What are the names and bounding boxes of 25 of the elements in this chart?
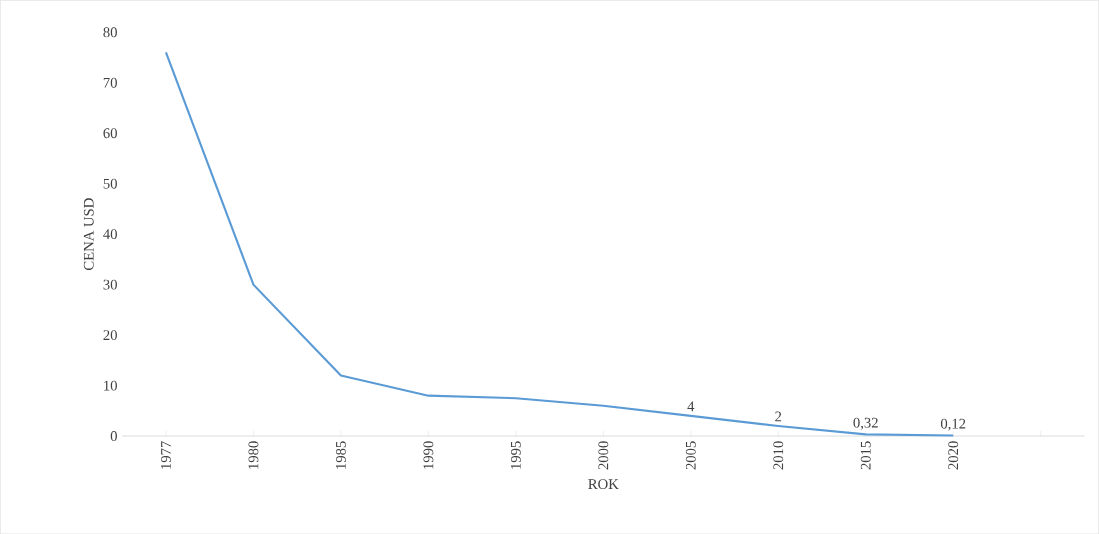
y-tick-label: 50 [103,178,117,189]
x-tick-label: 1980 [248,441,259,469]
data-label: 0,12 [940,418,966,431]
x-tick-label: 2020 [948,441,959,470]
y-axis-title: CENA USD [83,198,94,270]
y-tick-label: 0 [110,430,117,441]
x-tick-label: 1977 [161,441,171,469]
y-tick-label: 70 [103,77,117,88]
x-tick-label: 1985 [335,441,346,469]
x-tick-label: 2000 [598,441,609,470]
x-tick-label: 1990 [423,441,434,469]
y-tick-label: 40 [103,229,117,239]
y-tick-label: 80 [103,27,117,38]
x-tick-label: 2010 [773,441,784,470]
data-label: 2 [775,411,782,422]
x-tick-label: 1995 [510,441,521,469]
x-axis-title: ROK [588,479,619,489]
x-tick-label: 2005 [685,441,696,470]
x-tick-label: 2015 [860,441,871,470]
y-tick-label: 20 [103,330,117,340]
y-tick-label: 60 [103,128,117,139]
data-label: 0,32 [853,417,878,430]
y-tick-label: 10 [104,380,117,391]
data-label: 4 [687,401,695,412]
y-tick-label: 30 [103,279,117,290]
